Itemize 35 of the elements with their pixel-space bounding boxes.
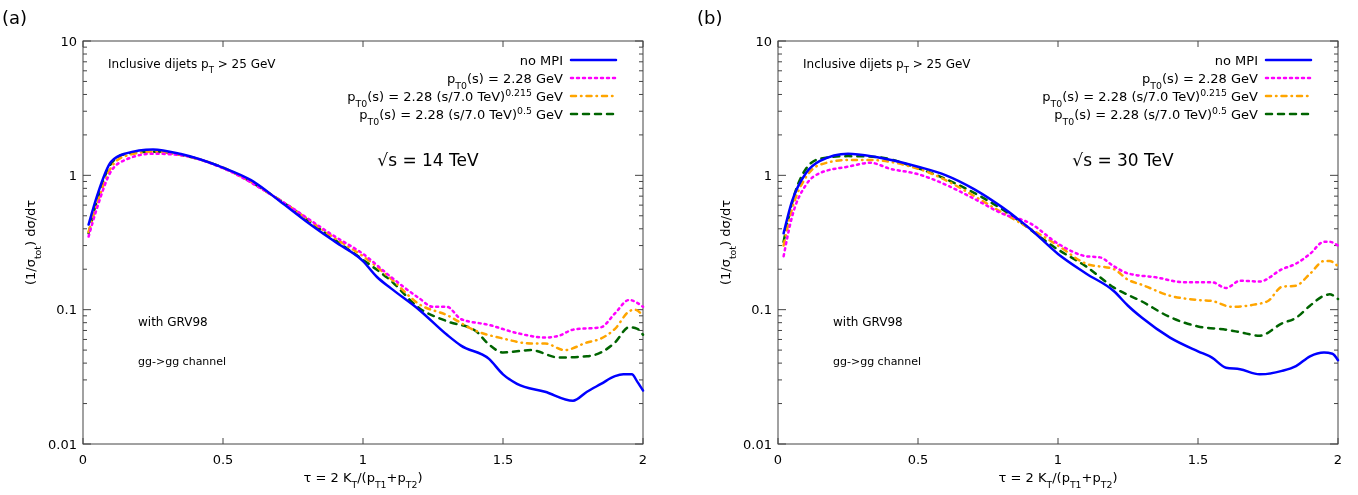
x-tick-label: 1 <box>1053 452 1063 467</box>
annotation: Inclusive dijets p$_{T}$ > 25 GeV <box>108 57 277 75</box>
y-tick-label: 0.01 <box>743 436 772 452</box>
x-tick-label: 1 <box>358 452 368 467</box>
line-series <box>87 148 645 402</box>
y-tick-label: 0.1 <box>751 302 772 318</box>
annotation: √s = 14 TeV <box>377 150 480 170</box>
x-tick-label: 0.5 <box>212 452 234 467</box>
x-tick-label: 1.5 <box>1187 452 1209 467</box>
annotation: Inclusive dijets p$_{T}$ > 25 GeV <box>803 57 972 75</box>
annotation: √s = 30 TeV <box>1072 150 1175 170</box>
annotation: gg->gg channel <box>138 355 227 368</box>
y-tick-label: 1 <box>763 167 772 183</box>
y-tick-label: 0.01 <box>48 436 77 452</box>
y-tick-label: 0.1 <box>56 302 77 318</box>
x-tick-label: 0.5 <box>907 452 929 467</box>
legend-label: no MPI <box>519 53 563 68</box>
y-tick-label: 1 <box>68 167 77 183</box>
x-tick-label: 0 <box>78 452 88 467</box>
line-series <box>782 154 1340 337</box>
y-tick-label: 10 <box>755 33 772 49</box>
line-series <box>782 152 1340 376</box>
x-tick-label: 0 <box>773 452 783 467</box>
chart-title: (a) <box>2 7 28 28</box>
legend-label: no MPI <box>1214 53 1258 68</box>
x-tick-label: 2 <box>1333 452 1343 467</box>
y-tick-label: 10 <box>60 33 77 49</box>
x-axis-title: τ = 2 K$_{T}$/(p$_{T1}$+p$_{T2}$) <box>998 470 1118 490</box>
x-tick-label: 2 <box>638 452 648 467</box>
x-tick-label: 1.5 <box>492 452 514 467</box>
annotation: gg->gg channel <box>833 355 922 368</box>
annotation: with GRV98 <box>138 315 208 329</box>
annotation: with GRV98 <box>833 315 903 329</box>
chart-title: (b) <box>697 7 723 28</box>
x-axis-title: τ = 2 K$_{T}$/(p$_{T1}$+p$_{T2}$) <box>303 470 423 490</box>
